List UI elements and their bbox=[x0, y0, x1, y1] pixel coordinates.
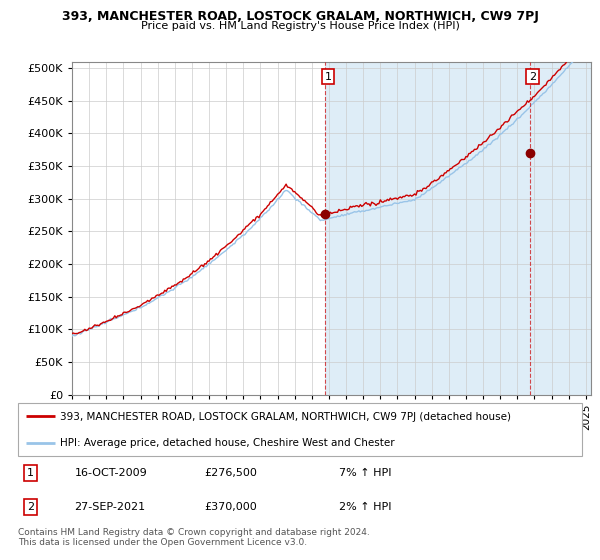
Text: 2: 2 bbox=[27, 502, 34, 512]
Text: Price paid vs. HM Land Registry's House Price Index (HPI): Price paid vs. HM Land Registry's House … bbox=[140, 21, 460, 31]
Text: 7% ↑ HPI: 7% ↑ HPI bbox=[340, 468, 392, 478]
Text: 393, MANCHESTER ROAD, LOSTOCK GRALAM, NORTHWICH, CW9 7PJ: 393, MANCHESTER ROAD, LOSTOCK GRALAM, NO… bbox=[62, 10, 538, 23]
Text: £370,000: £370,000 bbox=[204, 502, 257, 512]
Bar bbox=[325, 62, 600, 395]
Text: Contains HM Land Registry data © Crown copyright and database right 2024.
This d: Contains HM Land Registry data © Crown c… bbox=[18, 528, 370, 547]
Text: 27-SEP-2021: 27-SEP-2021 bbox=[74, 502, 146, 512]
Text: HPI: Average price, detached house, Cheshire West and Chester: HPI: Average price, detached house, Ches… bbox=[60, 438, 395, 448]
Text: 1: 1 bbox=[325, 72, 331, 82]
Text: 2: 2 bbox=[529, 72, 536, 82]
Text: 2% ↑ HPI: 2% ↑ HPI bbox=[340, 502, 392, 512]
FancyBboxPatch shape bbox=[18, 403, 582, 456]
Text: 393, MANCHESTER ROAD, LOSTOCK GRALAM, NORTHWICH, CW9 7PJ (detached house): 393, MANCHESTER ROAD, LOSTOCK GRALAM, NO… bbox=[60, 412, 511, 422]
Text: £276,500: £276,500 bbox=[204, 468, 257, 478]
Text: 1: 1 bbox=[27, 468, 34, 478]
Text: 16-OCT-2009: 16-OCT-2009 bbox=[74, 468, 147, 478]
